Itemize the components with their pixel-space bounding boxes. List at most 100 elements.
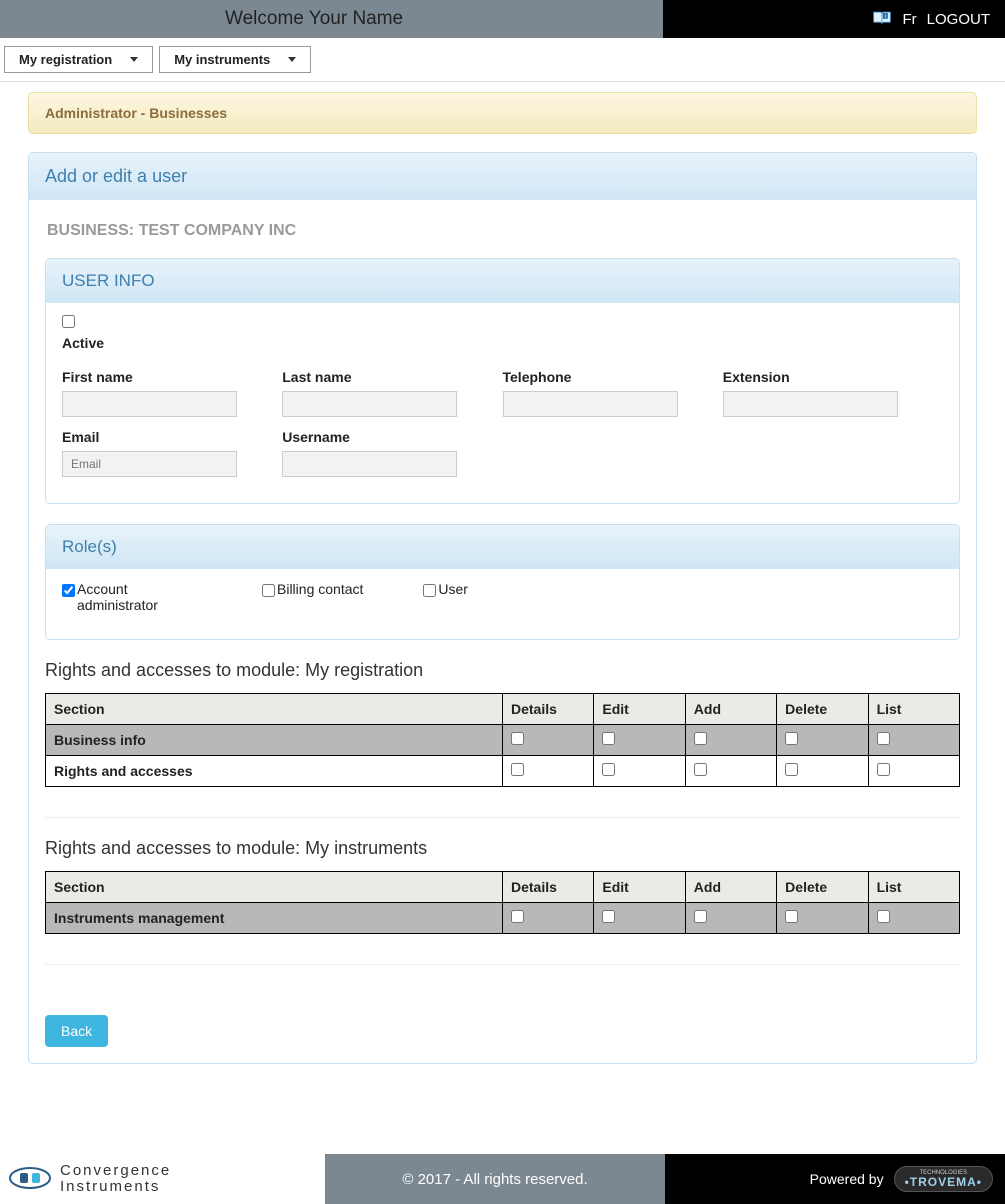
powered-by-label: Powered by	[810, 1171, 884, 1187]
business-line: BUSINESS: TEST COMPANY INC	[47, 222, 960, 240]
rights-header-cell: Details	[503, 694, 594, 725]
permission-checkbox[interactable]	[785, 910, 798, 923]
first-name-input[interactable]	[62, 391, 237, 417]
active-checkbox[interactable]	[62, 315, 75, 328]
rights-header-cell: Section	[46, 872, 503, 903]
role-checkbox[interactable]	[423, 584, 436, 597]
language-link[interactable]: Fr	[902, 11, 916, 28]
permission-cell	[868, 756, 959, 787]
rights-header-cell: Delete	[777, 872, 868, 903]
permission-checkbox[interactable]	[602, 732, 615, 745]
trovema-name: •TROVEMA•	[905, 1176, 982, 1188]
rights-header-cell: Details	[503, 872, 594, 903]
rights-table: SectionDetailsEditAddDeleteListInstrumen…	[45, 871, 960, 934]
ci-logo-text: Convergence Instruments	[60, 1163, 171, 1196]
permission-checkbox[interactable]	[877, 763, 890, 776]
permission-checkbox[interactable]	[694, 910, 707, 923]
permission-cell	[868, 725, 959, 756]
permission-checkbox[interactable]	[877, 732, 890, 745]
last-name-input[interactable]	[282, 391, 457, 417]
user-info-heading: USER INFO	[46, 259, 959, 303]
chevron-down-icon	[288, 57, 296, 62]
username-label: Username	[282, 429, 482, 445]
role-checkbox[interactable]	[262, 584, 275, 597]
separator	[45, 817, 960, 818]
role-label: Account administrator	[77, 581, 202, 613]
rights-table: SectionDetailsEditAddDeleteListBusiness …	[45, 693, 960, 787]
last-name-label: Last name	[282, 369, 482, 385]
telephone-label: Telephone	[503, 369, 703, 385]
footer-right: Powered by TECHNOLOGIES •TROVEMA•	[665, 1154, 1005, 1204]
ci-logo-icon	[8, 1161, 52, 1198]
permission-checkbox[interactable]	[602, 763, 615, 776]
back-button[interactable]: Back	[45, 1015, 108, 1047]
brand-line2: Instruments	[60, 1179, 171, 1196]
table-row: Rights and accesses	[46, 756, 960, 787]
roles-panel: Role(s) Account administrator Billing con…	[45, 524, 960, 640]
permission-cell	[777, 756, 868, 787]
menu-label: My registration	[19, 52, 112, 67]
telephone-input[interactable]	[503, 391, 678, 417]
permission-checkbox[interactable]	[511, 763, 524, 776]
email-input[interactable]	[62, 451, 237, 477]
rights-header-cell: List	[868, 872, 959, 903]
username-input[interactable]	[282, 451, 457, 477]
svg-text:i: i	[885, 14, 886, 20]
trovema-logo: TECHNOLOGIES •TROVEMA•	[894, 1166, 993, 1192]
business-label: BUSINESS:	[47, 222, 134, 239]
permission-checkbox[interactable]	[877, 910, 890, 923]
permission-cell	[503, 756, 594, 787]
section-cell: Business info	[46, 725, 503, 756]
role-item: Account administrator	[62, 581, 202, 613]
book-icon: i	[872, 10, 892, 29]
section-cell: Rights and accesses	[46, 756, 503, 787]
table-row: Instruments management	[46, 903, 960, 934]
permission-cell	[503, 725, 594, 756]
top-bar: Welcome Your Name i Fr LOGOUT	[0, 0, 1005, 38]
role-checkbox[interactable]	[62, 584, 75, 597]
role-label: User	[438, 581, 468, 597]
permission-checkbox[interactable]	[694, 763, 707, 776]
permission-cell	[868, 903, 959, 934]
content-area: Administrator - Businesses Add or edit a…	[0, 82, 1005, 1114]
roles-row: Account administrator Billing contact User	[62, 581, 943, 613]
footer: Convergence Instruments © 2017 - All rig…	[0, 1154, 1005, 1204]
top-bar-right: i Fr LOGOUT	[663, 0, 1005, 38]
menu-bar: My registration My instruments	[0, 38, 1005, 82]
active-label: Active	[62, 335, 943, 351]
rights-header-cell: Edit	[594, 694, 685, 725]
permission-checkbox[interactable]	[785, 763, 798, 776]
business-name: TEST COMPANY INC	[139, 222, 297, 239]
permission-checkbox[interactable]	[602, 910, 615, 923]
rights-title: Rights and accesses to module: My regist…	[45, 660, 960, 681]
menu-my-instruments[interactable]: My instruments	[159, 46, 311, 73]
permission-checkbox[interactable]	[511, 732, 524, 745]
roles-heading: Role(s)	[46, 525, 959, 569]
email-label: Email	[62, 429, 262, 445]
table-row: Business info	[46, 725, 960, 756]
user-info-panel: USER INFO Active First name Last name	[45, 258, 960, 504]
footer-left: Convergence Instruments	[0, 1154, 325, 1204]
separator	[45, 964, 960, 965]
logout-link[interactable]: LOGOUT	[927, 11, 990, 28]
panel-title: Add or edit a user	[29, 153, 976, 200]
first-name-label: First name	[62, 369, 262, 385]
role-item: User	[423, 581, 468, 613]
rights-header-cell: Delete	[777, 694, 868, 725]
permission-checkbox[interactable]	[694, 732, 707, 745]
permission-checkbox[interactable]	[785, 732, 798, 745]
role-label: Billing contact	[277, 581, 363, 597]
menu-my-registration[interactable]: My registration	[4, 46, 153, 73]
rights-header-cell: Section	[46, 694, 503, 725]
permission-cell	[685, 903, 776, 934]
welcome-text: Welcome Your Name	[225, 8, 403, 30]
extension-input[interactable]	[723, 391, 898, 417]
permission-cell	[594, 903, 685, 934]
permission-cell	[777, 725, 868, 756]
chevron-down-icon	[130, 57, 138, 62]
permission-cell	[503, 903, 594, 934]
permission-checkbox[interactable]	[511, 910, 524, 923]
permission-cell	[594, 725, 685, 756]
rights-header-cell: List	[868, 694, 959, 725]
rights-header-cell: Edit	[594, 872, 685, 903]
